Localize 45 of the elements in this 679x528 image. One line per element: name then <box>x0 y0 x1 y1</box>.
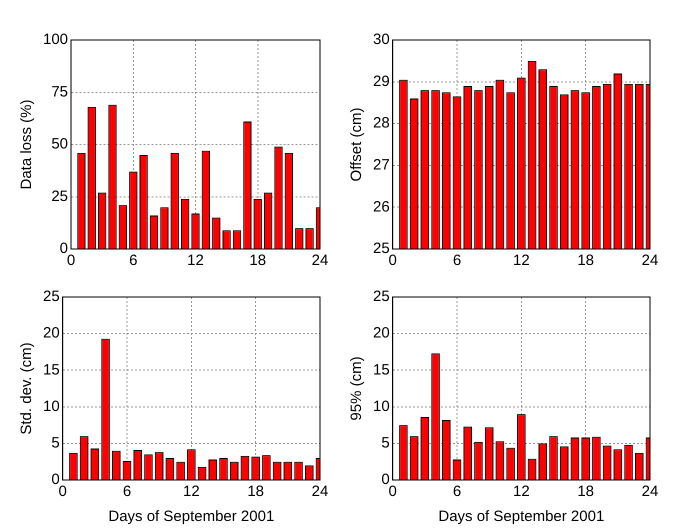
x-tick-label: 12 <box>183 483 200 500</box>
x-tick-label: 24 <box>312 252 328 270</box>
x-tick-label: 12 <box>187 252 204 270</box>
y-tick-label: 15 <box>372 361 390 378</box>
y-tick-label: 15 <box>42 361 60 378</box>
y-tick-label: 20 <box>42 324 60 342</box>
y-tick-label: 10 <box>372 398 390 415</box>
y-tick-label: 28 <box>372 114 390 132</box>
x-tick-label: 12 <box>513 483 530 500</box>
y-tick-label: 5 <box>381 434 390 452</box>
x-tick-label: 24 <box>642 483 658 500</box>
y-tick-label: 50 <box>51 136 68 153</box>
y-tick-label: 75 <box>51 83 68 100</box>
y-tick-label: 0 <box>51 471 60 488</box>
x-axis-title: Days of September 2001 <box>108 508 274 526</box>
y-tick-label: 0 <box>60 240 68 258</box>
x-tick-label: 6 <box>452 252 462 270</box>
y-tick-label: 100 <box>42 31 68 48</box>
y-tick-label: 25 <box>372 240 390 258</box>
x-tick-label: 18 <box>249 252 266 270</box>
x-tick-label: 24 <box>642 252 658 270</box>
y-tick-label: 30 <box>372 31 390 48</box>
y-tick-label: 26 <box>372 198 390 216</box>
x-axis-title: Days of September 2001 <box>438 508 604 526</box>
y-tick-label: 20 <box>372 324 390 342</box>
y-tick-label: 25 <box>51 188 68 205</box>
x-tick-label: 24 <box>312 483 328 500</box>
y-tick-label: 25 <box>372 288 390 306</box>
x-tick-label: 6 <box>122 483 132 500</box>
y-tick-label: 10 <box>42 398 60 415</box>
y-tick-label: 29 <box>372 72 390 90</box>
y-tick-label: 5 <box>51 434 60 452</box>
x-tick-label: 18 <box>577 252 594 270</box>
y-axis-title: Std. dev. (cm) <box>18 342 36 435</box>
x-tick-label: 6 <box>452 483 462 500</box>
x-tick-label: 18 <box>247 483 264 500</box>
y-tick-label: 27 <box>372 156 390 174</box>
y-tick-label: 0 <box>381 471 390 488</box>
y-axis-title: 95% (cm) <box>348 356 366 421</box>
y-tick-label: 25 <box>42 288 60 306</box>
x-tick-label: 6 <box>129 252 138 270</box>
x-tick-label: 12 <box>513 252 530 270</box>
x-tick-label: 18 <box>577 483 594 500</box>
y-axis-title: Offset (cm) <box>348 108 366 182</box>
y-axis-title: Data loss (%) <box>18 99 36 190</box>
